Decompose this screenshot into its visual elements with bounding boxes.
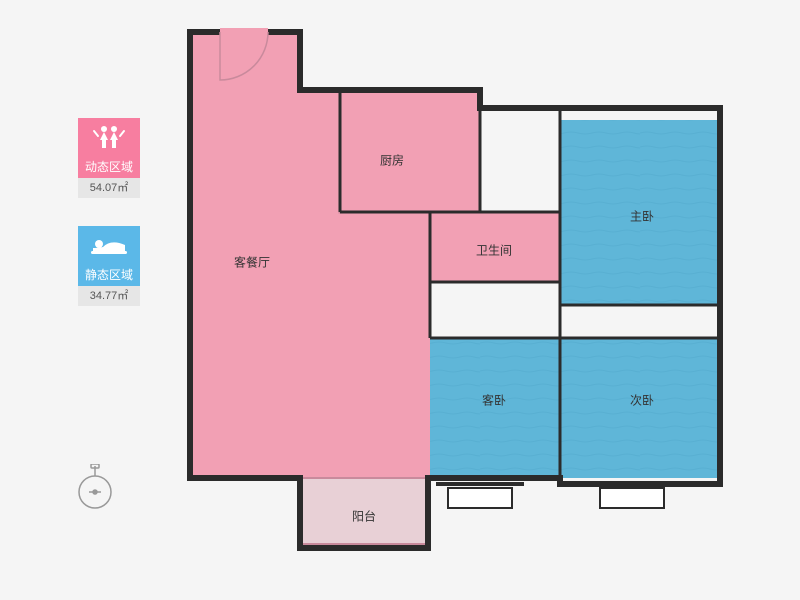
window-sill: [436, 482, 524, 486]
window-sill: [588, 482, 676, 486]
label-master: 主卧: [630, 208, 654, 225]
label-kitchen: 厨房: [380, 152, 404, 169]
label-living: 客餐厅: [234, 254, 270, 271]
label-bath: 卫生间: [476, 242, 512, 259]
floor-plan: [0, 0, 800, 600]
window: [448, 488, 512, 508]
stage: 动态区域 54.07㎡ 静态区域 34.77㎡ 客餐厅厨房卫生间主卧次卧客卧阳台: [0, 0, 800, 600]
label-guest: 客卧: [482, 392, 506, 409]
label-second: 次卧: [630, 392, 654, 409]
label-balcony: 阳台: [352, 508, 376, 525]
window: [600, 488, 664, 508]
